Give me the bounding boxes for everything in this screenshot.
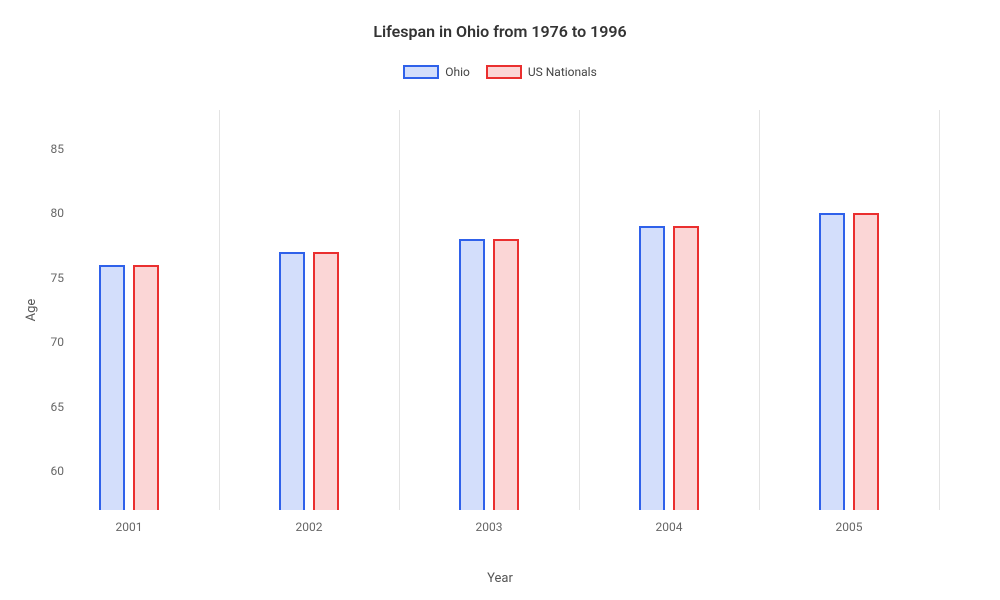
bar <box>639 226 665 510</box>
bar <box>313 252 339 510</box>
legend-swatch-us <box>486 65 522 79</box>
chart-title: Lifespan in Ohio from 1976 to 1996 <box>0 0 1000 41</box>
x-tick-label: 2004 <box>656 520 683 534</box>
legend-label-ohio: Ohio <box>445 65 470 79</box>
legend-label-us: US Nationals <box>528 65 597 79</box>
bar <box>133 265 159 510</box>
y-tick-label: 60 <box>51 464 65 478</box>
y-tick-label: 70 <box>51 335 65 349</box>
x-tick-label: 2002 <box>296 520 323 534</box>
bar <box>99 265 125 510</box>
y-tick-label: 75 <box>51 271 65 285</box>
x-tick-label: 2001 <box>116 520 143 534</box>
bar <box>493 239 519 510</box>
bar <box>279 252 305 510</box>
x-tick-label: 2003 <box>476 520 503 534</box>
bar <box>819 213 845 510</box>
legend-swatch-ohio <box>403 65 439 79</box>
gridline <box>759 110 760 510</box>
y-axis-title: Age <box>24 299 39 322</box>
bar <box>853 213 879 510</box>
legend-item-ohio: Ohio <box>403 65 470 79</box>
y-tick-label: 85 <box>51 142 65 156</box>
bar <box>459 239 485 510</box>
bar <box>673 226 699 510</box>
gridline <box>219 110 220 510</box>
y-tick-label: 65 <box>51 400 65 414</box>
legend: Ohio US Nationals <box>0 65 1000 79</box>
x-tick-label: 2005 <box>836 520 863 534</box>
chart-container: Lifespan in Ohio from 1976 to 1996 Ohio … <box>0 0 1000 600</box>
gridline <box>939 110 940 510</box>
plot-area: 60657075808520012002200320042005 <box>72 110 972 510</box>
gridline <box>399 110 400 510</box>
legend-item-us: US Nationals <box>486 65 597 79</box>
gridline <box>579 110 580 510</box>
y-tick-label: 80 <box>51 206 65 220</box>
x-axis-title: Year <box>487 571 513 586</box>
